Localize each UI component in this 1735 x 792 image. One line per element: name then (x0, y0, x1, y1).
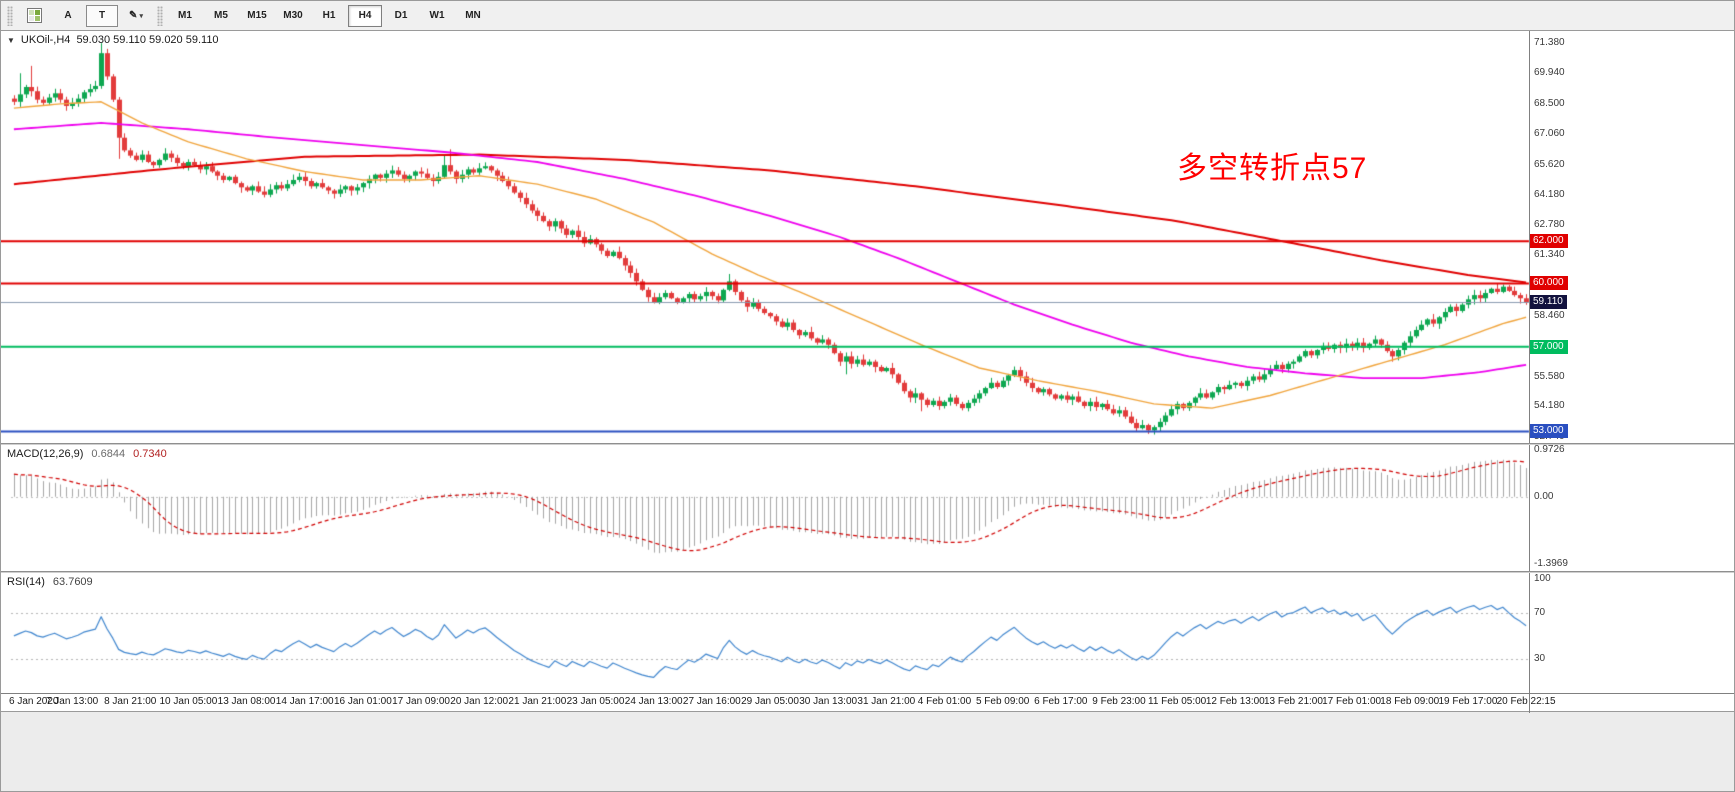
timeframe-m5-button[interactable]: M5 (214, 10, 228, 21)
hline-price-badge[interactable]: 57.000 (1530, 339, 1568, 354)
time-axis-label: 16 Jan 01:00 (333, 696, 392, 707)
time-axis-label: 17 Feb 01:00 (1322, 696, 1382, 707)
time-axis-label: 13 Jan 08:00 (217, 696, 276, 707)
macd-signal-value: 0.7340 (133, 448, 167, 460)
price-axis-label: 67.060 (1534, 128, 1565, 140)
toolbar-group-separator (157, 5, 163, 26)
timeframe-button-group: M1 M5 M15 M30 H1 H4 D1 W1 MN (167, 4, 491, 27)
rsi-axis-label: 30 (1534, 652, 1546, 664)
time-axis-label: 8 Jan 21:00 (104, 696, 157, 707)
drawing-tool-button[interactable]: ✎ ▾ (120, 5, 152, 27)
rsi-axis-label: 70 (1534, 607, 1546, 618)
time-axis-label: 9 Feb 23:00 (1092, 696, 1146, 707)
price-axis-label: 68.500 (1534, 97, 1565, 109)
time-axis-label: 13 Feb 21:00 (1263, 696, 1323, 707)
time-axis-label: 30 Jan 13:00 (799, 696, 858, 707)
time-axis-label: 17 Jan 09:00 (392, 696, 450, 707)
time-axis-label: 5 Feb 09:00 (975, 696, 1030, 707)
hline-price-badge[interactable]: 60.000 (1530, 276, 1568, 291)
price-axis-label: 54.180 (1534, 400, 1565, 412)
time-axis-label: 18 Feb 09:00 (1380, 696, 1440, 707)
chart-window: ▼ UKOil-,H4 59.030 59.110 59.020 59.110 … (1, 31, 1734, 713)
time-axis-border (1, 693, 1734, 694)
time-axis-label: 31 Jan 21:00 (857, 696, 916, 707)
chart-title-bar: ▼ UKOil-,H4 59.030 59.110 59.020 59.110 (7, 34, 219, 46)
timeframe-m1-button[interactable]: M1 (178, 10, 192, 21)
time-axis-label: 14 Jan 17:00 (275, 696, 334, 707)
time-axis-label: 20 Feb 22:15 (1496, 696, 1556, 707)
timeframe-mn-button[interactable]: MN (465, 10, 481, 21)
hline-price-badge[interactable]: 53.000 (1530, 424, 1568, 439)
toolbar: A T ✎ ▾ M1 M5 M15 M30 H1 H4 D1 W1 MN (1, 1, 1734, 31)
price-axis-label: 65.620 (1534, 158, 1565, 170)
toolbar-drag-handle[interactable] (7, 5, 13, 26)
timeframe-h4-button[interactable]: H4 (348, 4, 382, 27)
chart-marker-icon: ▼ (7, 35, 15, 45)
price-axis-label: 55.580 (1534, 370, 1565, 382)
bid-price-badge: 59.110 (1530, 295, 1567, 310)
macd-panel-label: MACD(12,26,9) 0.6844 0.7340 (7, 448, 167, 460)
time-axis-label: 27 Jan 16:00 (682, 696, 741, 707)
time-axis-label: 11 Feb 05:00 (1148, 696, 1207, 707)
macd-axis-label: 0.9726 (1534, 444, 1565, 456)
pencil-icon: ✎ (129, 10, 138, 21)
timeframe-h1-button[interactable]: H1 (322, 10, 336, 21)
price-axis-border (1529, 31, 1530, 713)
macd-axis-label: 0.00 (1534, 490, 1554, 502)
time-axis-label: 7 Jan 13:00 (45, 696, 99, 707)
tile-windows-icon (26, 8, 42, 23)
time-axis-label: 20 Jan 12:00 (450, 696, 509, 707)
chart-annotation-text[interactable]: 多空转折点57 (1177, 152, 1368, 185)
chart-ohlc-quote: 59.030 59.110 59.020 59.110 (76, 34, 219, 46)
panel-divider-rsi[interactable] (1, 571, 1734, 573)
time-axis-label: 4 Feb 01:00 (917, 696, 972, 707)
time-axis-label: 24 Jan 13:00 (624, 696, 683, 707)
time-axis-label: 6 Feb 17:00 (1034, 696, 1088, 707)
cursor-tool-button[interactable]: A (64, 10, 72, 21)
timeframe-m30-button[interactable]: M30 (283, 10, 303, 21)
rsi-panel-label: RSI(14) 63.7609 (7, 576, 93, 588)
rsi-value: 63.7609 (52, 576, 93, 588)
time-axis-label: 10 Jan 05:00 (159, 696, 218, 707)
timeframe-d1-button[interactable]: D1 (394, 10, 408, 21)
timeframe-w1-button[interactable]: W1 (429, 10, 445, 21)
text-tool-button[interactable]: T (86, 4, 118, 27)
price-axis-label: 71.380 (1534, 37, 1565, 49)
timeframe-m15-button[interactable]: M15 (247, 10, 267, 21)
tile-windows-button[interactable] (18, 5, 50, 27)
chart-symbol-title: UKOil-,H4 (20, 34, 71, 46)
hline-price-badge[interactable]: 62.000 (1530, 234, 1568, 249)
time-axis-label: 29 Jan 05:00 (741, 696, 799, 707)
time-axis-label: 21 Jan 21:00 (508, 696, 567, 707)
price-axis-label: 69.940 (1534, 67, 1565, 79)
panel-divider-macd[interactable] (1, 443, 1734, 445)
price-axis-label: 64.180 (1534, 189, 1565, 201)
time-axis-label: 12 Feb 13:00 (1205, 696, 1265, 707)
chart-canvas[interactable] (1, 31, 1734, 713)
time-axis-label: 19 Feb 17:00 (1438, 696, 1498, 707)
rsi-indicator-name: RSI(14) (7, 576, 45, 588)
macd-indicator-name: MACD(12,26,9) (7, 448, 84, 460)
chevron-down-icon: ▾ (139, 12, 143, 20)
rsi-axis-label: 100 (1534, 572, 1551, 584)
window-bottom-area (1, 711, 1734, 791)
price-axis-label: 58.460 (1534, 310, 1565, 322)
macd-axis-label: -1.3969 (1534, 557, 1568, 569)
price-axis-label: 62.780 (1534, 218, 1565, 230)
macd-main-value: 0.6844 (91, 448, 126, 460)
time-axis-label: 6 Jan 2020 (9, 696, 59, 707)
time-axis-label: 23 Jan 05:00 (566, 696, 625, 707)
price-axis-label: 61.340 (1534, 249, 1565, 261)
